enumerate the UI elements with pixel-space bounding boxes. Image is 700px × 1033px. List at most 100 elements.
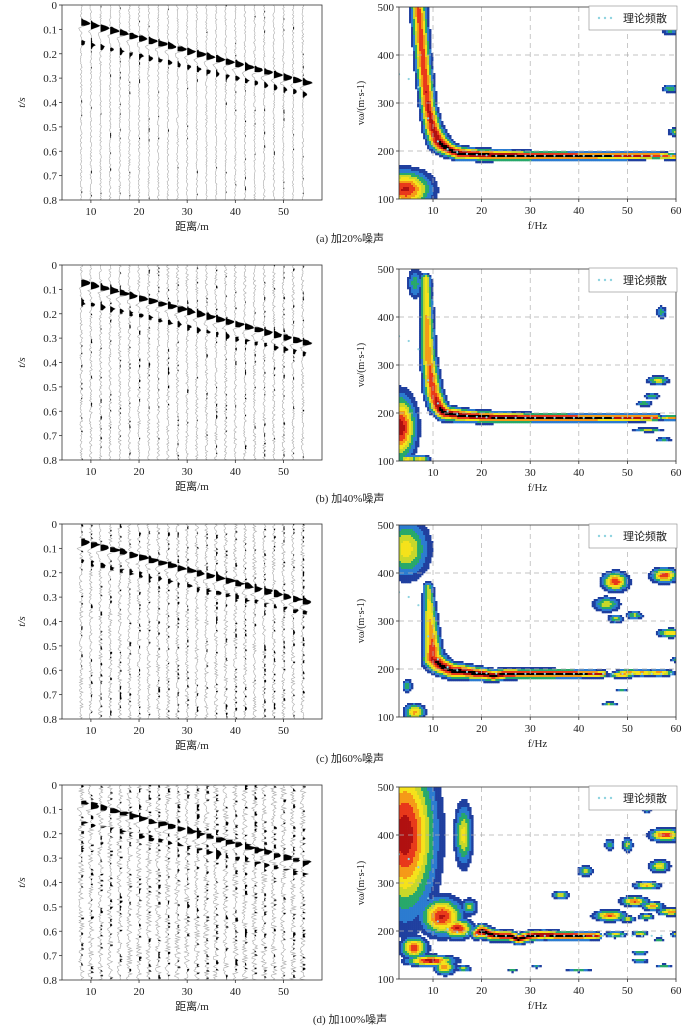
trace-fill: [167, 8, 169, 10]
heatmap-cell: [443, 397, 446, 400]
trace-fill: [110, 152, 111, 154]
heatmap-cell: [439, 123, 442, 126]
heatmap-cell: [413, 433, 416, 436]
heatmap-cell: [617, 159, 621, 162]
heatmap-cell: [419, 335, 422, 338]
heatmap-cell: [459, 149, 462, 152]
heatmap-cell: [559, 159, 562, 162]
heatmap-cell: [515, 411, 518, 414]
heatmap-cells: [399, 269, 676, 461]
heatmap-cell: [431, 123, 434, 126]
heatmap-cell: [561, 153, 564, 156]
heatmap-cell: [461, 149, 464, 152]
trace-fill: [129, 91, 131, 94]
heatmap-cell: [419, 61, 422, 64]
heatmap-cell: [435, 181, 438, 184]
heatmap-cell: [429, 93, 432, 96]
heatmap-cell: [673, 135, 676, 138]
heatmap-cell: [657, 383, 661, 386]
heatmap-cell: [635, 157, 639, 160]
heatmap-cell: [441, 397, 444, 400]
trace-fill: [293, 89, 297, 94]
heatmap-cell: [433, 129, 436, 132]
heatmap-cell: [417, 77, 420, 80]
heatmap-cell: [401, 403, 404, 406]
heatmap-cell: [657, 377, 661, 380]
heatmap-cell: [433, 365, 436, 368]
heatmap-cell: [423, 309, 426, 312]
heatmap-cell: [479, 413, 482, 416]
heatmap-cell: [639, 429, 643, 432]
heatmap-cell: [415, 71, 418, 74]
trace-fill: [129, 81, 131, 83]
heatmap-cell: [665, 419, 669, 422]
heatmap-cell: [433, 405, 436, 408]
heatmap-cell: [481, 151, 484, 154]
heatmap-cell: [429, 59, 432, 62]
heatmap-cell: [495, 419, 498, 422]
heatmap-cell: [515, 149, 518, 152]
heatmap-cell: [409, 7, 412, 10]
heatmap-cell: [429, 397, 432, 400]
heatmap-cell: [435, 125, 438, 128]
heatmap-cell: [669, 419, 673, 422]
heatmap-cell: [419, 35, 422, 38]
heatmap-cell: [453, 409, 456, 412]
heatmap-cell: [455, 407, 458, 410]
heatmap-cell: [415, 61, 418, 64]
heatmap-cell: [623, 413, 627, 416]
heatmap-cell: [453, 147, 456, 150]
heatmap-cell: [493, 151, 496, 154]
heatmap-cell: [595, 151, 599, 154]
heatmap-cell: [409, 395, 412, 398]
heatmap-cell: [423, 361, 426, 364]
heatmap-cell: [419, 43, 422, 46]
heatmap-cell: [433, 95, 436, 98]
heatmap-cell: [641, 421, 645, 424]
heatmap-cell: [433, 353, 436, 356]
heatmap-cell: [435, 101, 438, 104]
heatmap-cell: [535, 421, 538, 424]
heatmap-cell: [561, 419, 564, 422]
heatmap-cell: [633, 159, 637, 162]
heatmap-cell: [421, 183, 424, 186]
heatmap-cell: [433, 73, 436, 76]
heatmap-cell: [413, 425, 416, 428]
heatmap-cell: [421, 87, 424, 90]
heatmap-cell: [637, 151, 641, 154]
heatmap-cell: [431, 97, 434, 100]
heatmap-cell: [445, 411, 448, 414]
heatmap-cell: [447, 403, 450, 406]
heatmap-cell: [617, 419, 621, 422]
trace-fill: [216, 332, 219, 337]
heatmap-cell: [411, 395, 414, 398]
heatmap-cell: [659, 429, 663, 432]
heatmap-cell: [615, 159, 619, 162]
heatmap-cell: [613, 153, 617, 156]
heatmap-cell: [431, 175, 434, 178]
heatmap-cell: [425, 125, 428, 128]
trace-fill: [167, 362, 169, 364]
heatmap-cell: [607, 415, 611, 418]
heatmap-cell: [615, 155, 619, 158]
heatmap-cell: [631, 419, 635, 422]
heatmap-cell: [469, 411, 472, 414]
heatmap-cell: [585, 417, 588, 420]
theory-dispersion-point: [514, 154, 517, 157]
heatmap-cell: [627, 417, 631, 420]
heatmap-cell: [427, 29, 430, 32]
heatmap-cell: [427, 365, 430, 368]
heatmap-cell: [607, 421, 611, 424]
heatmap-cell: [405, 197, 408, 199]
heatmap-cell: [507, 159, 510, 162]
heatmap-cell: [483, 161, 486, 164]
heatmap-cell: [429, 85, 432, 88]
heatmap-cell: [653, 413, 657, 416]
heatmap-cell: [421, 289, 424, 292]
trace-fill: [244, 301, 246, 303]
heatmap-cell: [401, 195, 404, 198]
x-axis-label: 距离/m: [175, 219, 209, 233]
heatmap-cell: [425, 67, 428, 70]
heatmap-cell: [667, 153, 671, 156]
trace-fill: [177, 419, 179, 421]
